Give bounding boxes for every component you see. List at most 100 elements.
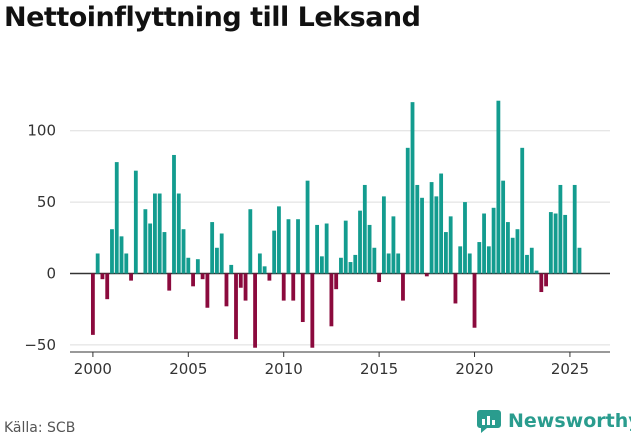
bar <box>315 224 320 274</box>
bar <box>362 184 367 274</box>
bar <box>272 230 277 274</box>
bar <box>572 184 577 274</box>
bar <box>534 270 539 274</box>
bar <box>420 197 424 274</box>
bar <box>343 220 348 274</box>
bar <box>367 224 372 274</box>
bar <box>539 273 544 293</box>
bar <box>95 253 100 274</box>
bar <box>558 184 563 274</box>
bar <box>143 209 148 274</box>
bar <box>434 196 439 274</box>
bar <box>277 206 281 274</box>
bar <box>372 247 377 274</box>
bar <box>453 273 458 304</box>
bar <box>467 253 472 274</box>
bar <box>210 222 215 274</box>
bar <box>243 273 248 301</box>
bar <box>339 257 343 274</box>
chart-title: Nettoinflyttning till Leksand <box>4 2 421 33</box>
y-axis-labels: −50 0 50 100 <box>24 122 56 354</box>
bar <box>167 273 172 291</box>
bar <box>234 273 238 340</box>
bar <box>405 147 410 274</box>
bar <box>472 273 477 328</box>
bars <box>90 100 582 348</box>
bar <box>429 182 434 274</box>
bar <box>267 273 272 281</box>
bar <box>439 173 444 274</box>
bar <box>153 193 157 274</box>
bar <box>443 232 448 274</box>
bar <box>219 233 224 274</box>
bar <box>377 273 382 283</box>
bar <box>205 273 210 308</box>
bar <box>286 219 291 274</box>
bar <box>358 210 362 274</box>
x-tick-label: 2000 <box>74 360 112 378</box>
bar <box>319 256 324 274</box>
bar <box>310 273 315 348</box>
bar <box>548 212 553 274</box>
bar <box>195 259 200 274</box>
bar <box>181 229 186 274</box>
bar <box>491 207 496 274</box>
bar <box>300 273 305 323</box>
bar <box>248 209 253 274</box>
bar <box>553 213 558 274</box>
bar <box>186 257 191 274</box>
y-tick-label: 100 <box>27 122 56 140</box>
bar <box>529 247 534 274</box>
bar <box>253 273 257 348</box>
bar <box>162 232 167 274</box>
speech-bubble-bar-chart-icon <box>477 410 501 433</box>
bar <box>381 196 386 274</box>
bar <box>510 237 515 274</box>
bar <box>424 273 429 277</box>
newsworthy-logo[interactable]: Newsworthy <box>476 408 631 434</box>
bar <box>348 262 353 274</box>
bar <box>477 242 482 274</box>
bar <box>215 247 219 274</box>
bar <box>224 273 229 307</box>
bar <box>386 253 391 274</box>
bar <box>506 222 510 274</box>
bar <box>191 273 195 287</box>
bar <box>525 254 529 274</box>
x-tick-label: 2010 <box>265 360 303 378</box>
bar <box>281 273 286 301</box>
bar <box>200 273 205 280</box>
bar <box>448 216 453 274</box>
bar <box>90 273 95 335</box>
x-tick-label: 2015 <box>360 360 398 378</box>
bar <box>401 273 405 301</box>
y-tick-label: 0 <box>46 264 56 282</box>
bar <box>305 180 310 274</box>
x-tick-label: 2020 <box>455 360 493 378</box>
bar <box>544 273 548 287</box>
bar <box>324 223 329 274</box>
bar <box>105 273 110 300</box>
bar <box>124 253 129 274</box>
bar <box>229 264 234 274</box>
bar <box>353 254 358 274</box>
bar <box>257 253 262 274</box>
bar <box>176 193 181 274</box>
bar <box>391 216 396 274</box>
bar <box>262 266 267 274</box>
y-tick-label: −50 <box>24 336 56 354</box>
bar <box>172 154 176 274</box>
bar <box>157 193 162 274</box>
bar <box>148 223 153 274</box>
bar <box>291 273 296 301</box>
bar <box>463 202 467 274</box>
bar <box>410 102 415 274</box>
bar <box>486 246 491 274</box>
bar <box>334 273 339 290</box>
bar <box>563 214 568 274</box>
brand-name: Newsworthy <box>508 410 631 432</box>
bar <box>114 162 119 274</box>
bar <box>329 273 334 327</box>
bar <box>100 273 105 280</box>
